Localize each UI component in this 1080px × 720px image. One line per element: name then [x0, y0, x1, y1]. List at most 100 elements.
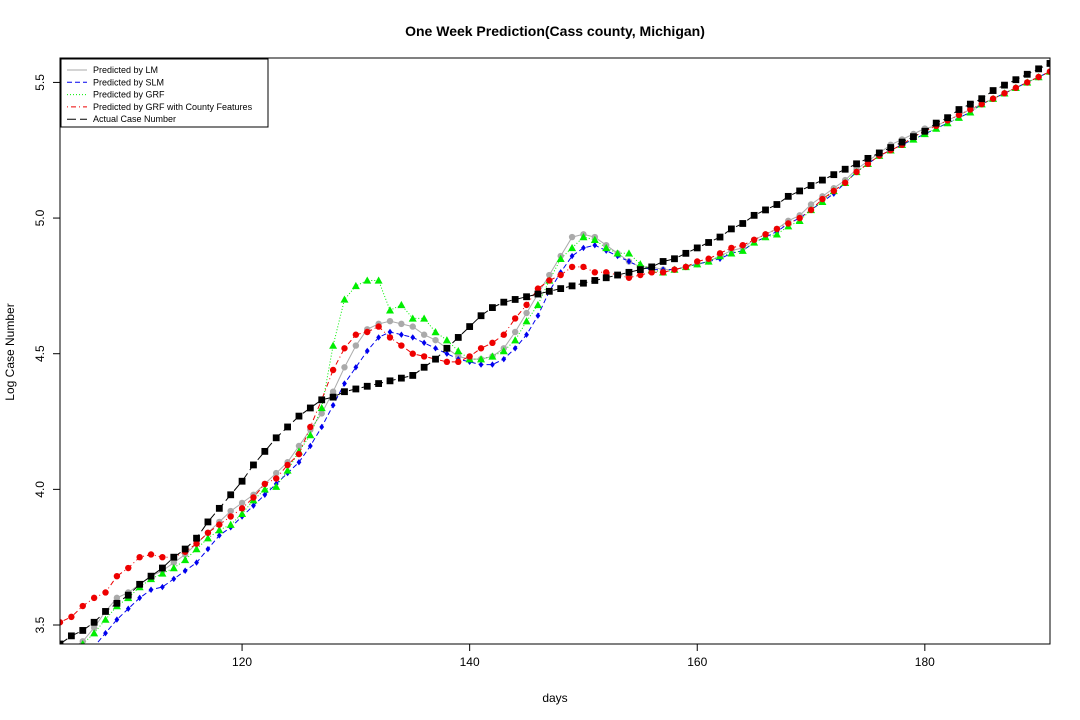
predicted-by-slm-point-47 — [592, 241, 598, 249]
predicted-by-grf-with-county-features-point-0 — [60, 619, 64, 626]
predicted-by-grf-with-county-features-point-22 — [307, 423, 314, 431]
predicted-by-slm-point-9 — [160, 583, 165, 591]
predicted-by-grf-point-15 — [226, 520, 235, 528]
predicted-by-grf-point-0 — [56, 654, 64, 661]
actual-case-number-point-49 — [614, 271, 621, 279]
actual-case-number-point-60 — [739, 220, 747, 227]
actual-case-number-point-84 — [1012, 76, 1020, 84]
actual-case-number-point-21 — [295, 412, 303, 420]
predicted-by-lm-point-33 — [432, 336, 439, 344]
legend-label: Predicted by SLM — [93, 77, 164, 87]
predicted-by-slm-point-31 — [410, 334, 416, 341]
actual-case-number-point-17 — [250, 461, 257, 469]
predicted-by-grf-point-46 — [579, 233, 588, 241]
predicted-by-grf-with-county-features-point-53 — [659, 269, 667, 276]
x-axis: 120 140 160 180 — [232, 643, 935, 669]
predicted-by-grf-point-13 — [203, 534, 212, 542]
actual-case-number-point-18 — [261, 447, 269, 455]
predicted-by-lm-point-40 — [511, 328, 519, 336]
actual-case-number-point-48 — [602, 274, 610, 282]
predicted-by-slm-point-27 — [364, 347, 370, 355]
actual-case-number-point-5 — [113, 599, 121, 607]
actual-case-number-point-70 — [853, 160, 860, 168]
predicted-by-grf-with-county-features-point-5 — [113, 572, 121, 580]
predicted-by-grf-with-county-features-point-48 — [603, 269, 610, 276]
x-axis-label: days — [542, 691, 567, 705]
predicted-by-grf-with-county-features-point-86 — [1035, 73, 1042, 81]
actual-case-number-point-26 — [352, 385, 360, 393]
actual-case-number-point-74 — [898, 138, 906, 146]
predicted-by-slm-point-42 — [535, 312, 541, 319]
legend: Predicted by LM Predicted by SLM Predicted… — [60, 58, 269, 128]
predicted-by-grf-with-county-features-point-46 — [580, 263, 587, 271]
predicted-by-grf-with-county-features-point-59 — [728, 244, 735, 252]
predicted-by-lm-point-10 — [170, 559, 177, 566]
predicted-by-grf-with-county-features-point-29 — [386, 334, 394, 341]
predicted-by-slm-point-46 — [581, 244, 586, 252]
predicted-by-grf-point-18 — [260, 485, 269, 493]
predicted-by-grf-with-county-features-point-37 — [477, 345, 485, 352]
actual-case-number-point-20 — [284, 423, 291, 431]
predicted-by-lm-point-43 — [546, 271, 553, 279]
actual-case-number-point-76 — [921, 127, 929, 135]
actual-case-number-point-0 — [60, 640, 64, 644]
predicted-by-grf-point-16 — [238, 509, 247, 517]
predicted-by-slm-point-21 — [296, 459, 302, 466]
predicted-by-grf-point-48 — [602, 243, 611, 252]
predicted-by-slm-point-32 — [421, 339, 427, 347]
predicted-by-grf-point-44 — [556, 254, 565, 262]
actual-case-number-point-73 — [887, 144, 895, 151]
actual-case-number-point-2 — [79, 627, 87, 634]
actual-case-number-point-75 — [910, 133, 917, 141]
actual-case-number-point-77 — [932, 119, 940, 127]
predicted-by-grf-with-county-features-point-70 — [853, 168, 860, 176]
predicted-by-lm-point-45 — [568, 233, 576, 241]
predicted-by-grf-point-37 — [477, 355, 486, 363]
predicted-by-grf-with-county-features-point-56 — [694, 258, 701, 265]
predicted-by-grf-point-33 — [431, 328, 440, 336]
actual-case-number-point-11 — [181, 545, 189, 553]
actual-case-number-point-67 — [819, 176, 826, 184]
y-tick-label: 4.5 — [33, 345, 47, 362]
series-markers — [56, 60, 1050, 666]
predicted-by-grf-with-county-features-point-57 — [705, 255, 712, 262]
predicted-by-slm-point-25 — [342, 380, 347, 387]
predicted-by-grf-with-county-features-point-16 — [238, 505, 246, 512]
actual-case-number-point-59 — [727, 225, 735, 233]
predicted-by-grf-with-county-features-point-45 — [568, 263, 576, 271]
predicted-by-lm-point-25 — [341, 364, 348, 371]
predicted-by-grf-with-county-features-point-9 — [159, 553, 166, 561]
actual-case-number-point-46 — [580, 279, 587, 287]
predicted-by-grf-point-14 — [215, 526, 224, 534]
predicted-by-grf-with-county-features-point-12 — [193, 540, 200, 547]
actual-case-number-point-35 — [454, 334, 462, 341]
predicted-by-slm-point-7 — [137, 594, 143, 602]
predicted-by-grf-with-county-features-point-50 — [625, 274, 633, 281]
predicted-by-grf-with-county-features-point-4 — [102, 589, 109, 596]
predicted-by-slm-point-26 — [353, 364, 359, 371]
actual-case-number-point-31 — [409, 372, 417, 379]
predicted-by-lm-point-31 — [409, 323, 416, 330]
x-tick-label: 120 — [232, 655, 252, 669]
actual-case-number-point-78 — [944, 114, 951, 122]
predicted-by-slm-point-1 — [69, 660, 74, 666]
actual-case-number-point-85 — [1023, 70, 1031, 78]
predicted-by-grf-with-county-features-point-28 — [375, 323, 382, 330]
predicted-by-grf-with-county-features-point-3 — [90, 594, 98, 602]
actual-case-number-point-38 — [489, 304, 496, 311]
predicted-by-grf-with-county-features-point-36 — [466, 353, 473, 360]
predicted-by-grf-with-county-features-point-61 — [750, 236, 758, 243]
actual-case-number-point-45 — [568, 282, 576, 290]
predicted-by-grf-with-county-features-point-64 — [785, 220, 792, 227]
actual-case-number-point-47 — [591, 277, 599, 284]
actual-case-number-point-13 — [204, 518, 212, 526]
actual-case-number-point-22 — [306, 404, 314, 412]
predicted-by-grf-markers — [56, 67, 1050, 661]
predicted-by-grf-with-county-features-point-40 — [511, 315, 519, 322]
actual-case-number-point-55 — [682, 249, 690, 257]
predicted-by-grf-point-3 — [90, 629, 99, 637]
actual-case-number-point-8 — [147, 572, 155, 580]
actual-case-number-point-51 — [636, 266, 644, 274]
actual-case-number-point-43 — [545, 287, 553, 295]
y-axis: 3.5 4.0 4.5 5.0 5.5 — [33, 74, 61, 633]
